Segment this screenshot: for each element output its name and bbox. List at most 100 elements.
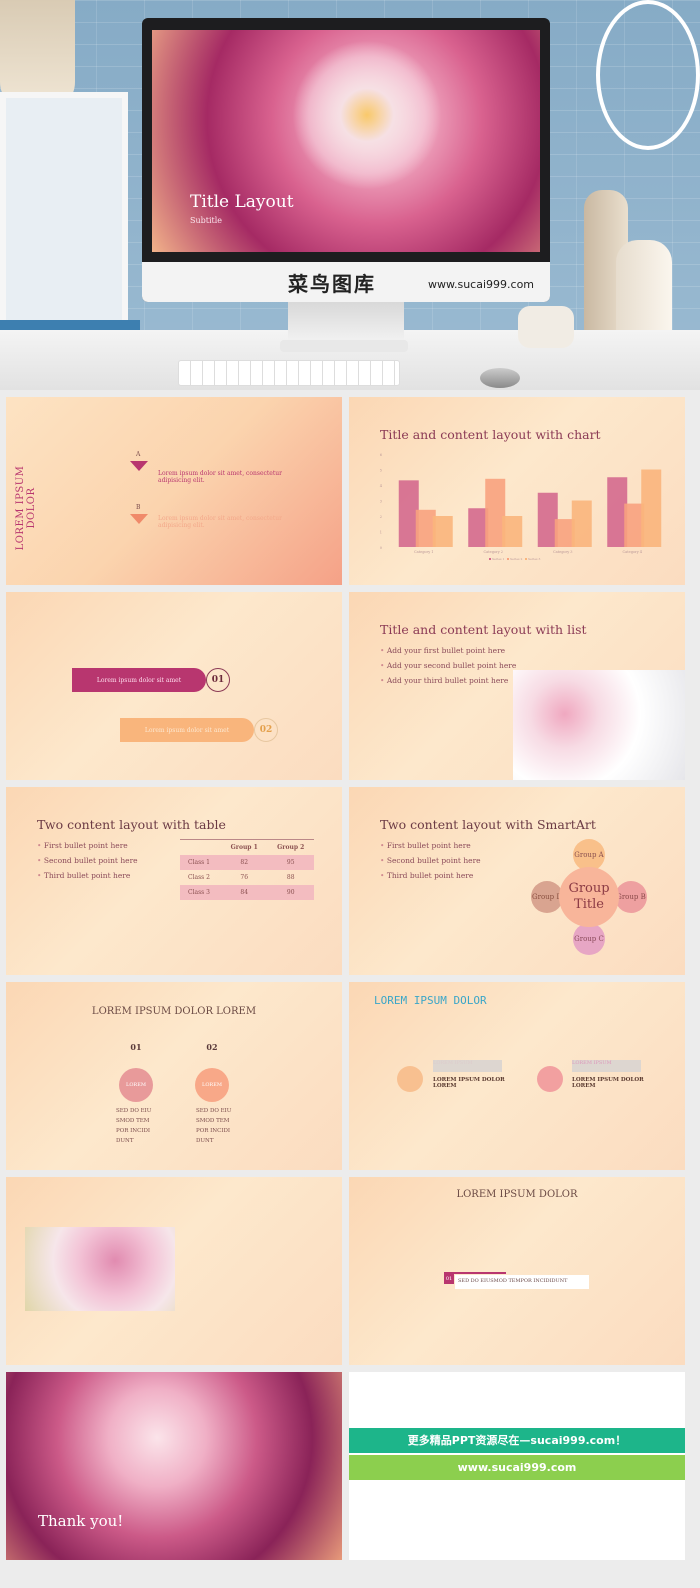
bar-series-2 (554, 519, 575, 547)
bar-series-1 (607, 477, 628, 547)
stand-base (280, 340, 408, 352)
item-letter: B (136, 504, 141, 511)
timeline-line (444, 1272, 506, 1274)
timeline-text: SED DO EIUSMOD TEMPOR INCIDIDUNT (455, 1275, 589, 1289)
x-tick-label: Category 2 (483, 550, 503, 554)
step-number: 01 (130, 1042, 142, 1052)
bullet-list: First bullet point here Second bullet po… (380, 838, 481, 883)
item-text: LOREM IPSUM DOLOR LOREM (433, 1077, 505, 1089)
item-letter: A (136, 451, 141, 458)
promo-url[interactable]: www.sucai999.com (349, 1455, 685, 1480)
slide-photo[interactable] (6, 1177, 342, 1365)
promo-panel: 更多精品PPT资源尽在—sucai999.com！ www.sucai999.c… (349, 1372, 685, 1560)
wall-clock (596, 0, 700, 150)
slide-smartart[interactable]: Two content layout with SmartArt First b… (349, 787, 685, 975)
bullet: First bullet point here (380, 838, 481, 853)
bullet: Second bullet point here (37, 853, 138, 868)
table-row: Class 2 76 88 (188, 874, 295, 881)
legend-label: Series 1 (492, 557, 504, 561)
slide-title: Title and content layout with chart (380, 427, 601, 442)
slide-title: Title and content layout with list (380, 622, 587, 637)
thank-you-text: Thank you! (38, 1512, 124, 1530)
slide-chart[interactable]: Title and content layout with chart 0 1 2 3… (349, 397, 685, 585)
bullet-list: Add your first bullet point here Add you… (380, 643, 516, 688)
briefcase-icon (397, 1066, 423, 1092)
bullet: Add your second bullet point here (380, 658, 516, 673)
slide-vertical-title[interactable]: LOREM IPSUM DOLOR A Lorem ipsum dolor si… (6, 397, 342, 585)
bar-series-1 (398, 480, 419, 547)
keyboard (178, 360, 400, 386)
screen-subtitle: Subtitle (190, 216, 223, 225)
bullet: Add your third bullet point here (380, 673, 516, 688)
promo-banner[interactable]: 更多精品PPT资源尽在—sucai999.com！ (349, 1428, 685, 1453)
slide-icons[interactable]: LOREM IPSUM DOLOR LOREM IPSUM LOREM IPSU… (349, 982, 685, 1170)
vertical-title: LOREM IPSUM DOLOR (15, 465, 37, 551)
phone-icon (537, 1066, 563, 1092)
slide-title: LOREM IPSUM DOLOR (456, 1189, 578, 1200)
group-b: Group B (615, 881, 647, 913)
bar-series-3 (432, 516, 453, 547)
monitor-stand (288, 300, 404, 342)
bar-series-3 (502, 516, 523, 547)
bullet: Add your first bullet point here (380, 643, 516, 658)
group-a: Group A (573, 839, 605, 871)
step-text: SED DO EIU SMOD TEM POR INCIDI DUNT (196, 1108, 232, 1144)
slide-title: Two content layout with table (37, 817, 226, 832)
slide-two-steps[interactable]: LOREM IPSUM DOLOR LOREM 01 LOREM SED DO … (6, 982, 342, 1170)
step-number: 02 (206, 1042, 218, 1052)
y-tick-label: 4 (380, 484, 383, 488)
item-text: LOREM IPSUM DOLOR LOREM (572, 1077, 644, 1089)
number-badge: 01 (444, 1274, 454, 1284)
blossom-photo (25, 1227, 175, 1311)
slide-thank-you[interactable]: Thank you! (6, 1372, 342, 1560)
column-header: Group 1 (230, 844, 258, 851)
triangle-a-icon (130, 461, 148, 471)
y-tick-label: 6 (380, 453, 382, 457)
monitor-chin: 菜鸟图库 www.sucai999.com (142, 262, 550, 302)
legend-label: Series 2 (510, 557, 522, 561)
bar-series-1 (537, 492, 558, 547)
y-tick-label: 5 (380, 469, 382, 473)
x-tick-label: Category 3 (553, 550, 573, 554)
slide-title: LOREM IPSUM DOLOR LOREM (91, 1006, 257, 1017)
monitor-screen: Title Layout Subtitle (152, 30, 540, 252)
blossom-image (292, 40, 442, 190)
step-circle: LOREM (119, 1068, 153, 1102)
legend-swatch (489, 558, 491, 560)
bar-series-2 (415, 509, 436, 547)
bar-series-3 (571, 500, 592, 547)
mouse (480, 368, 520, 388)
item-tag: LOREM IPSUM (433, 1060, 502, 1072)
item-text: Lorem ipsum dolor sit amet, consectetur … (158, 470, 282, 484)
banner-1: Lorem ipsum dolor sit amet (72, 668, 206, 692)
data-table: Group 1 Group 2 Class 1 82 95 Class 2 76 88 C… (180, 839, 314, 900)
table-row: Class 1 82 95 (180, 855, 314, 870)
slide-timeline[interactable]: LOREM IPSUM DOLOR 01 SED DO EIUSMOD TEMP… (349, 1177, 685, 1365)
picture-frame (0, 92, 128, 332)
legend-swatch (507, 558, 509, 560)
legend-swatch (525, 558, 527, 560)
table-header: Group 1 Group 2 (180, 840, 314, 856)
triangle-b-icon (130, 514, 148, 524)
slide-title: Two content layout with SmartArt (380, 817, 596, 832)
bullet: First bullet point here (37, 838, 138, 853)
blossom-photo (513, 670, 685, 780)
slide-table[interactable]: Two content layout with table First bull… (6, 787, 342, 975)
screen-title: Title Layout (190, 192, 294, 212)
column-header: Group 2 (277, 844, 305, 851)
bullet: Third bullet point here (380, 868, 481, 883)
group-c: Group C (573, 923, 605, 955)
y-tick-label: 2 (380, 515, 382, 519)
x-tick-label: Category 1 (414, 550, 434, 554)
bar-chart: 0 1 2 3 4 5 6 Category 1 Category 2 Category 3 Cat… (380, 453, 662, 561)
slide-list[interactable]: Title and content layout with list Add y… (349, 592, 685, 780)
y-tick-label: 3 (380, 500, 382, 504)
slide-numbered-banners[interactable]: Lorem ipsum dolor sit amet 01 Lorem ipsu… (6, 592, 342, 780)
y-tick-label: 1 (380, 531, 382, 535)
bullet: Third bullet point here (37, 868, 138, 883)
group-title: Group Title (559, 867, 619, 927)
item-tag: LOREM IPSUM (572, 1060, 641, 1072)
bullet-list: First bullet point here Second bullet po… (37, 838, 138, 883)
bullet: Second bullet point here (380, 853, 481, 868)
legend-label: Series 3 (528, 557, 540, 561)
